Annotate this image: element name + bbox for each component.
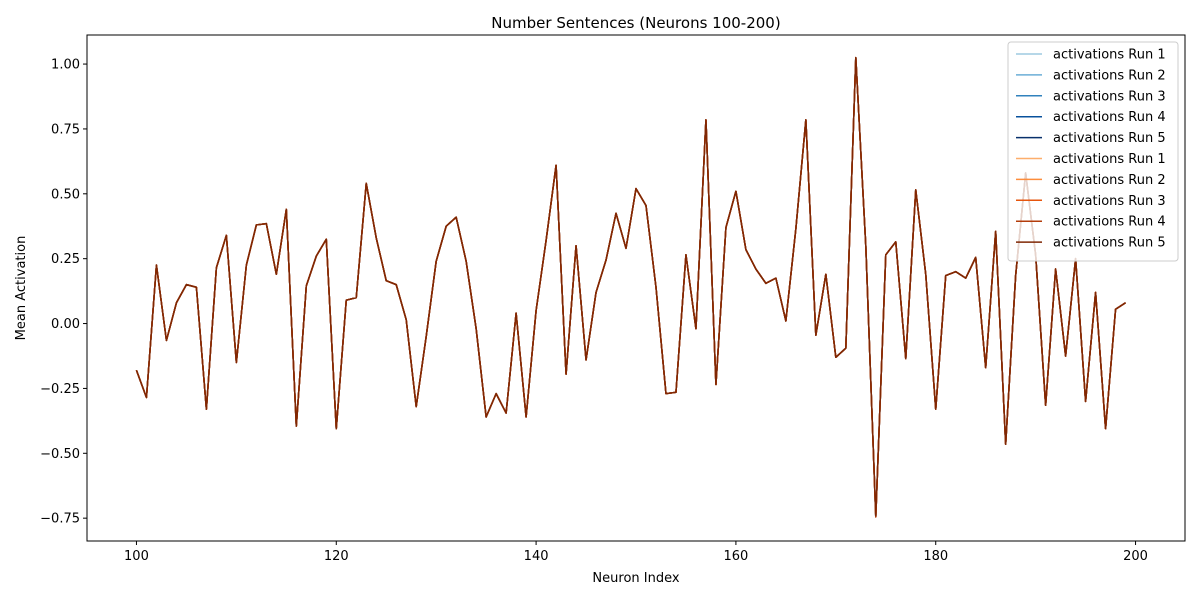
series-line-10: [135, 56, 1126, 517]
y-tick-label: −0.75: [40, 512, 80, 527]
x-tick-label: 160: [723, 549, 748, 564]
x-axis-label: Neuron Index: [592, 571, 679, 586]
y-tick-label: −0.50: [40, 447, 80, 462]
x-tick-label: 100: [124, 549, 149, 564]
y-tick-label: 0.50: [51, 187, 80, 202]
y-tick-label: 0.00: [51, 317, 80, 332]
legend-box: [1007, 41, 1179, 262]
legend-entry-3: activations Run 3: [1053, 89, 1166, 104]
x-tick-label: 120: [324, 549, 349, 564]
y-axis-label: Mean Activation: [14, 236, 29, 341]
x-tick-label: 140: [524, 549, 549, 564]
chart-title: Number Sentences (Neurons 100-200): [491, 14, 780, 32]
y-tick-label: 0.25: [51, 252, 80, 267]
x-tick-label: 200: [1123, 549, 1148, 564]
legend-entry-7: activations Run 2: [1053, 173, 1166, 188]
y-tick-label: 0.75: [51, 122, 80, 137]
plot-frame: [86, 34, 1186, 542]
legend-entry-5: activations Run 5: [1053, 131, 1166, 146]
legend-entry-8: activations Run 3: [1053, 194, 1166, 209]
legend: activations Run 1 activations Run 2 activa…: [1007, 41, 1179, 262]
x-tick-label: 180: [923, 549, 948, 564]
legend-entry-1: activations Run 1: [1053, 48, 1166, 63]
legend-entry-2: activations Run 2: [1053, 68, 1166, 83]
legend-entry-4: activations Run 4: [1053, 110, 1166, 125]
legend-entry-6: activations Run 1: [1053, 152, 1166, 167]
y-tick-label: −0.25: [40, 382, 80, 397]
legend-entry-10: activations Run 5: [1053, 236, 1166, 251]
x-axis-ticks: 100 120 140 160 180 200: [124, 541, 1148, 564]
series-layer: [135, 56, 1126, 518]
legend-entry-9: activations Run 4: [1053, 215, 1166, 230]
y-tick-label: 1.00: [51, 58, 80, 73]
y-axis-ticks: −0.75 −0.50 −0.25 0.00 0.25 0.50 0.75 1.00: [40, 58, 87, 527]
